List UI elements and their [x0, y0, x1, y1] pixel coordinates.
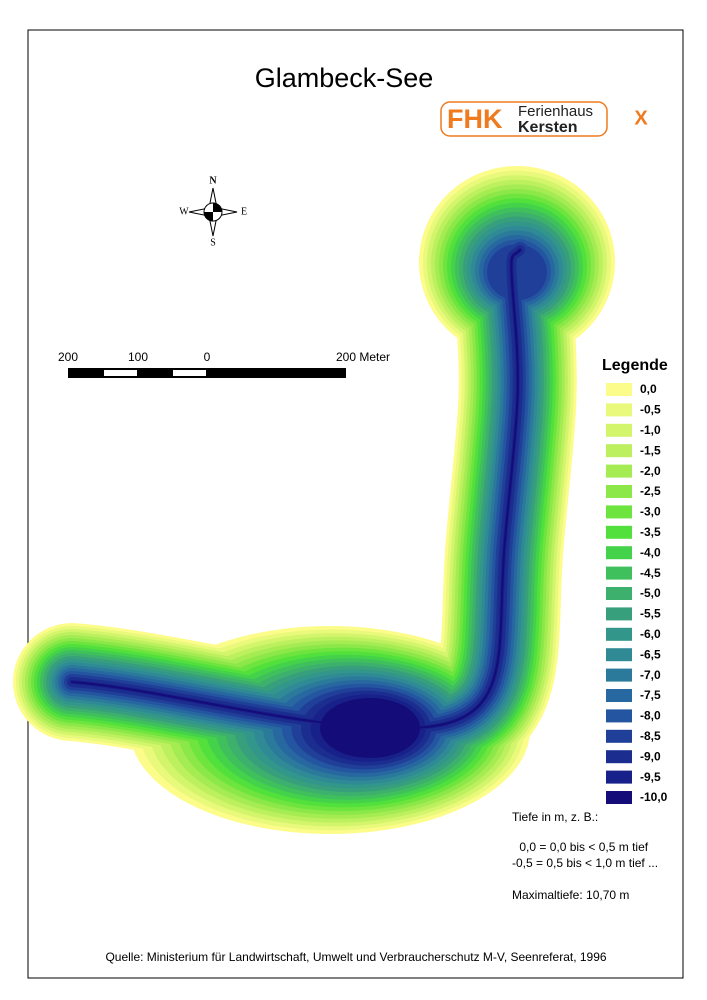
- legend-swatch: [606, 750, 632, 764]
- legend-label: -0,5: [640, 403, 661, 417]
- legend-swatch: [606, 505, 632, 519]
- legend-swatch: [606, 729, 632, 743]
- depth-contour: [487, 244, 547, 301]
- scale-label: 0: [204, 350, 211, 364]
- legend-swatch: [606, 546, 632, 560]
- legend-label: -7,5: [640, 688, 661, 702]
- legend-title: Legende: [602, 357, 668, 374]
- legend-label: -2,5: [640, 484, 661, 498]
- logo-line: Kersten: [518, 119, 578, 136]
- compass-label: E: [241, 206, 247, 217]
- legend-label: -8,0: [640, 709, 661, 723]
- legend-label: -8,5: [640, 729, 661, 743]
- logo-box: [440, 101, 608, 137]
- depth-zone: [71, 249, 521, 758]
- legend-swatch: [606, 464, 632, 478]
- close-button[interactable]: X: [634, 107, 648, 129]
- legend-swatch: [606, 689, 632, 702]
- compass-label: W: [179, 206, 189, 217]
- map-title: Glambeck-See: [255, 63, 434, 93]
- legend-label: -5,5: [640, 607, 661, 621]
- legend-label: -4,0: [640, 545, 661, 559]
- source: Quelle: Ministerium für Landwirtschaft, …: [105, 950, 606, 964]
- note: -0,5 = 0,5 bis < 1,0 m tief ...: [512, 856, 658, 870]
- legend-swatch: [606, 383, 632, 396]
- compass-label: N: [209, 175, 217, 186]
- legend-label: -4,5: [640, 566, 661, 580]
- logo: FHK Ferienhaus Kersten: [440, 101, 608, 137]
- legend-swatch: [606, 770, 632, 784]
- legend-label: -6,0: [640, 627, 661, 641]
- legend-swatch: [606, 423, 632, 437]
- compass-label: S: [210, 237, 216, 248]
- legend-label: -3,0: [640, 505, 661, 519]
- depth-contour: [320, 698, 420, 758]
- legend-label: 0,0: [640, 382, 657, 396]
- logo-mark: FHK: [447, 104, 503, 134]
- legend-swatch: [606, 485, 632, 498]
- note: 0,0 = 0,0 bis < 0,5 m tief: [516, 840, 649, 854]
- legend-swatch: [606, 648, 632, 662]
- legend-label: -3,5: [640, 525, 661, 539]
- legend-label: -10,0: [640, 790, 668, 804]
- legend-swatch: [606, 627, 632, 641]
- depth-contour: [71, 249, 521, 730]
- compass: N E S W: [179, 175, 247, 248]
- legend-label: -1,0: [640, 423, 661, 437]
- legend-label: -1,5: [640, 443, 661, 457]
- scale-label: 200: [58, 350, 78, 364]
- logo-line: Ferienhaus: [518, 103, 593, 120]
- legend-label: -5,0: [640, 586, 661, 600]
- lake: [13, 166, 615, 834]
- legend-label: -9,0: [640, 749, 661, 763]
- legend-label: -6,5: [640, 647, 661, 661]
- legend-swatch: [606, 403, 632, 417]
- scale-segment: [68, 368, 346, 378]
- scale-segment: [173, 370, 206, 376]
- scale-bar: 200 100 0 200 Meter: [58, 350, 390, 378]
- legend-swatch: [606, 444, 632, 458]
- scale-label: 200 Meter: [336, 350, 390, 364]
- legend-swatch: [606, 668, 632, 682]
- legend-swatch: [606, 566, 632, 580]
- legend-label: -7,0: [640, 668, 661, 682]
- frame: [27, 29, 684, 979]
- legend-label: -9,5: [640, 770, 661, 784]
- legend-swatch: [606, 587, 632, 600]
- legend-label: -2,0: [640, 464, 661, 478]
- legend-swatch: [606, 607, 632, 621]
- note: Tiefe in m, z. B.:: [512, 810, 598, 824]
- legend: 0,0 -0,5 -1,0 -1,5 -2,0 -2,5 -3,0 -3,5 -4,0 -4,5 -…: [606, 382, 668, 804]
- legend-swatch: [606, 525, 632, 539]
- legend-swatch: [606, 791, 632, 804]
- note: Maximaltiefe: 10,70 m: [512, 888, 629, 902]
- scale-segment: [104, 370, 137, 376]
- legend-swatch: [606, 709, 632, 723]
- scale-label: 100: [128, 350, 148, 364]
- compass-fill: [204, 203, 222, 221]
